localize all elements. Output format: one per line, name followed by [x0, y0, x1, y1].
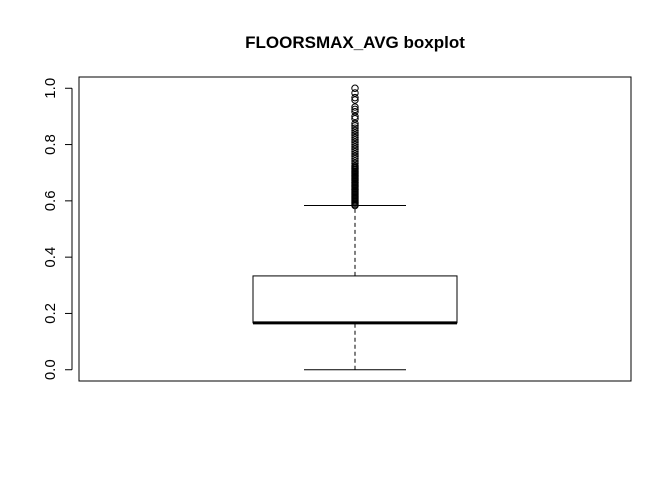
- outlier-point: [351, 138, 359, 146]
- outlier-point: [351, 131, 359, 139]
- y-tick-label: 1.0: [42, 78, 59, 99]
- y-tick-label: 0.4: [42, 247, 59, 268]
- chart-title: FLOORSMAX_AVG boxplot: [245, 33, 465, 52]
- outlier-point: [351, 161, 359, 170]
- outlier-point: [351, 93, 359, 102]
- interquartile-box: [252, 275, 458, 324]
- y-axis: 0.0 0.2 0.4 0.6 0.8 1.0: [42, 78, 73, 380]
- outlier-point: [351, 124, 359, 132]
- outlier-point: [351, 115, 359, 123]
- outlier-point: [351, 150, 359, 158]
- y-tick-label: 0.2: [42, 303, 59, 324]
- outlier-point: [351, 112, 359, 121]
- outlier-point: [351, 157, 359, 165]
- y-tick-label: 0.0: [42, 359, 59, 380]
- outlier-point: [351, 133, 359, 142]
- outlier-point: [351, 152, 359, 160]
- y-tick-label: 0.6: [42, 190, 59, 211]
- y-tick-label: 0.8: [42, 134, 59, 155]
- outlier-point: [351, 105, 359, 114]
- outlier-point: [351, 145, 359, 153]
- outlier-point: [351, 143, 359, 151]
- outlier-point: [351, 84, 359, 92]
- outlier-point: [351, 89, 359, 97]
- outlier-point: [351, 108, 359, 116]
- outlier-points: [351, 84, 359, 210]
- outlier-point: [351, 129, 359, 137]
- box-group: [252, 205, 458, 371]
- outlier-point: [351, 122, 359, 130]
- outlier-point: [351, 147, 359, 156]
- plot-frame: [78, 76, 632, 382]
- outlier-point: [351, 154, 359, 163]
- outlier-point: [351, 96, 359, 104]
- outlier-point: [351, 140, 359, 149]
- outlier-point: [351, 159, 359, 168]
- outlier-point: [351, 136, 359, 144]
- outlier-point: [351, 119, 359, 128]
- outlier-point: [351, 103, 359, 111]
- outlier-point: [351, 126, 359, 135]
